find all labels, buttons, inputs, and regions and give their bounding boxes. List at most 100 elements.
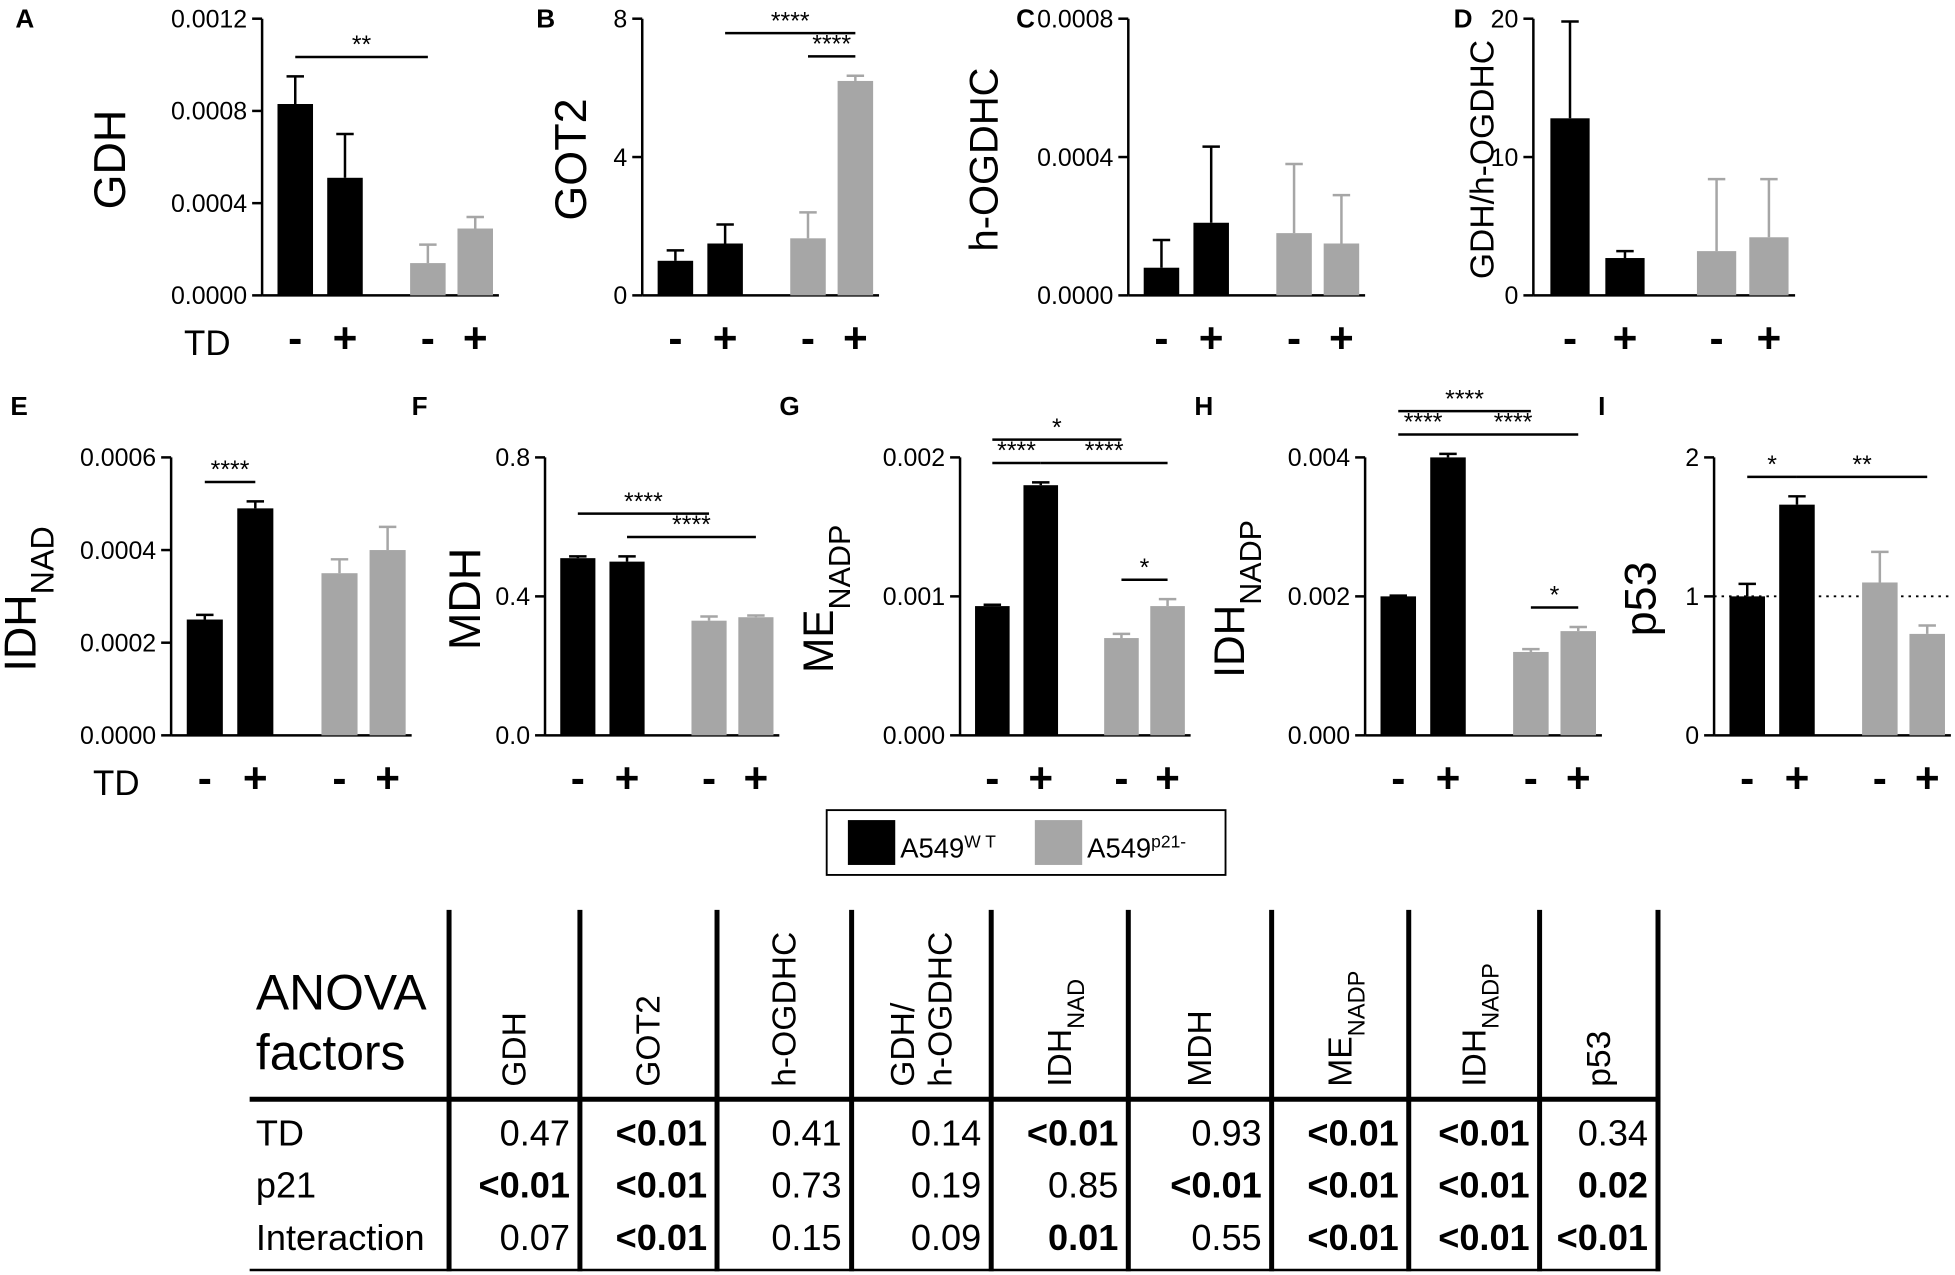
x-tick-label: - [1154,315,1168,362]
bar [1909,633,1945,736]
column-header-text: IDH [1042,1029,1079,1087]
x-tick-label: + [375,755,400,802]
y-tick-label: 8 [613,5,627,33]
bar [1560,631,1596,736]
table-cell: <0.01 [616,1217,707,1258]
column-header: IDHNADP [1456,963,1504,1087]
bar [790,238,826,296]
bar [1696,251,1737,296]
bar [1276,233,1312,296]
x-tick-label: + [463,315,488,362]
column-header-sub: NADP [1478,963,1504,1029]
y-axis-label-text: ME [795,609,842,673]
significance-label: * [1550,582,1560,610]
y-tick-label: 0.0004 [171,190,247,218]
y-axis-label: h-OGDHC [962,68,1006,252]
bar [1193,222,1229,296]
y-axis-label: GDH/h-OGDHC [1464,40,1501,279]
bar [738,617,774,736]
legend-label: A549W T [900,831,996,863]
panel-letter: G [779,391,799,421]
column-header: MENADP [1322,971,1370,1087]
bar [1150,606,1185,736]
y-tick-label: 0.002 [883,444,945,472]
table-cell: <0.01 [616,1165,707,1206]
x-tick-label: + [615,755,640,802]
x-tick-label: + [744,755,769,802]
x-tick-label: - [702,755,716,802]
x-tick-label: - [1391,755,1405,802]
bar [457,228,493,296]
y-axis-label-text: GDH [84,110,135,210]
y-tick-label: 0.0004 [80,537,156,565]
y-axis-label-text: IDH [1206,605,1253,678]
legend-swatch [847,820,896,865]
significance-label: **** [1404,409,1443,437]
y-tick-label: 0.0002 [80,629,156,657]
x-tick-label: + [1757,315,1782,362]
bar [707,243,743,296]
legend-box [825,809,1227,876]
significance-label: **** [771,7,810,35]
y-tick-label: 0.0006 [80,444,156,472]
significance-label: **** [672,511,711,539]
y-axis-label: GOT2 [545,98,596,220]
y-tick-label: 0.002 [1288,583,1350,611]
bar [369,550,406,736]
y-axis-label: MENADP [795,525,857,673]
significance-label: **** [211,456,250,484]
bar [1104,638,1139,736]
y-tick-label: 4 [613,144,627,172]
column-header: GDH [497,1012,534,1087]
bar [321,573,358,736]
column-header-text: ME [1322,1036,1359,1086]
x-tick-label: - [1114,755,1128,802]
table-cell: <0.01 [479,1165,570,1206]
table-cell: <0.01 [1438,1112,1529,1153]
bar [1380,596,1417,736]
x-tick-label: + [1785,755,1810,802]
x-tick-label: + [843,315,868,362]
y-axis-label-sub: NAD [24,526,60,594]
column-header-sub: NAD [1064,979,1090,1029]
bar [609,561,645,736]
row-label: p21 [256,1165,316,1206]
x-tick-label: + [1915,755,1940,802]
bar [1550,118,1590,296]
y-axis-label: p53 [1615,561,1666,636]
legend-label-sup: W T [964,831,996,851]
bar [837,80,874,296]
table-cell: 0.34 [1578,1112,1648,1153]
table-cell: 0.85 [1048,1165,1118,1206]
table-title: factors [256,1024,406,1080]
y-tick-label: 0.0000 [80,722,156,750]
bar [1143,267,1180,296]
column-header-text: GOT2 [631,995,668,1087]
row-label: TD [256,1112,304,1153]
y-tick-label: 1 [1685,583,1699,611]
y-tick-label: 0.004 [1288,444,1350,472]
table-cell: 0.02 [1578,1165,1648,1206]
significance-label: **** [997,437,1036,465]
bar [560,558,596,736]
x-tick-label: - [668,315,682,362]
y-tick-label: 2 [1685,444,1699,472]
column-header-text: IDH [1456,1029,1493,1087]
column-header: MDH [1182,1010,1219,1087]
column-header: h-OGDHC [922,932,959,1087]
bar [186,619,223,736]
y-tick-label: 0 [1685,722,1699,750]
y-axis-label-text: GDH/h-OGDHC [1464,40,1501,279]
table-cell: 0.55 [1191,1217,1261,1258]
y-tick-label: 0.0012 [171,5,247,33]
y-axis-label-sub: NADP [823,525,857,610]
x-tick-label: + [1566,755,1591,802]
column-header: h-OGDHC [767,932,804,1087]
table-cell: 0.14 [911,1112,981,1153]
panel-letter: F [412,391,428,421]
x-tick-label: - [421,315,435,362]
table-cell: 0.93 [1191,1112,1261,1153]
significance-label: ** [352,31,372,59]
y-tick-label: 0.000 [1288,722,1350,750]
x-axis-label: TD [93,764,140,803]
